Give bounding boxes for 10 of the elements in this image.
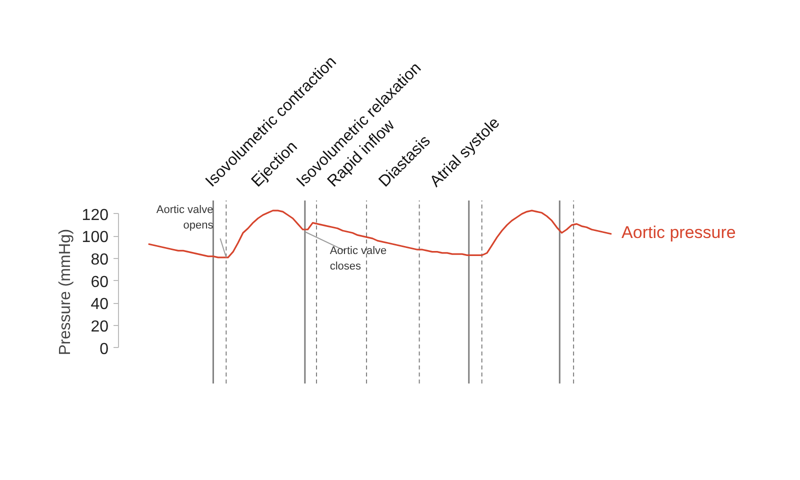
y-tick-label: 80 (90, 252, 109, 269)
y-tick-label: 40 (90, 296, 109, 314)
y-tick-label: 60 (90, 274, 109, 291)
y-tick-label: 100 (82, 229, 109, 246)
y-tick-label: 0 (100, 340, 109, 358)
y-axis-title: Pressure (mmHg) (56, 228, 74, 356)
y-tick-label: 120 (82, 206, 109, 224)
y-tick-label: 20 (90, 318, 109, 336)
annotation: Aortic valve closes (330, 245, 387, 273)
series-label: Aortic pressure (622, 222, 736, 242)
